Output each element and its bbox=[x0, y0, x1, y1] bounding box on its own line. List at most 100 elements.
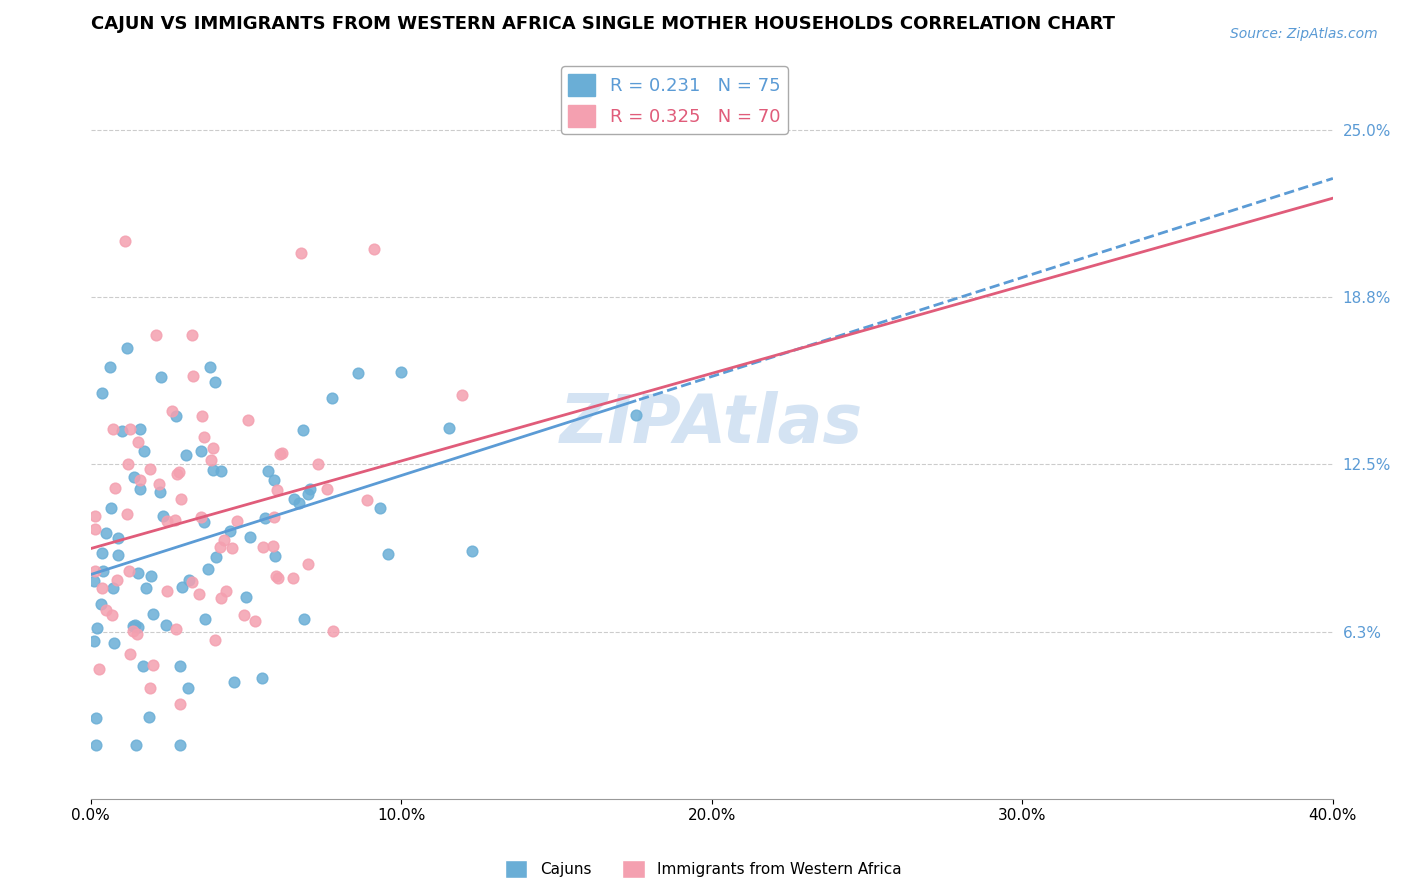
Point bbox=[165, 622, 187, 636]
Point bbox=[105, 573, 128, 587]
Point bbox=[91, 564, 114, 578]
Point bbox=[84, 738, 107, 752]
Point bbox=[156, 584, 179, 599]
Point bbox=[238, 530, 260, 544]
Text: Source: ZipAtlas.com: Source: ZipAtlas.com bbox=[1230, 27, 1378, 41]
Point bbox=[115, 507, 138, 521]
Point bbox=[91, 385, 114, 400]
Point bbox=[252, 671, 274, 685]
Point bbox=[356, 493, 378, 508]
Point bbox=[224, 675, 246, 690]
Point bbox=[101, 422, 124, 436]
Point bbox=[193, 515, 215, 529]
Point bbox=[180, 328, 202, 343]
Point bbox=[129, 482, 152, 496]
Point bbox=[98, 360, 121, 375]
Point bbox=[166, 467, 188, 481]
Point bbox=[174, 448, 197, 462]
Point bbox=[200, 453, 222, 467]
Point bbox=[169, 465, 191, 479]
Point bbox=[389, 365, 412, 379]
Point bbox=[170, 492, 193, 507]
Point bbox=[205, 549, 228, 564]
Point bbox=[191, 409, 214, 424]
Point bbox=[460, 544, 482, 558]
Point bbox=[101, 581, 124, 595]
Point bbox=[439, 421, 461, 435]
Point bbox=[181, 369, 204, 384]
Point bbox=[297, 558, 319, 572]
Point bbox=[262, 539, 284, 553]
Point bbox=[180, 574, 202, 589]
Point bbox=[172, 580, 194, 594]
Point bbox=[86, 622, 108, 636]
Point bbox=[322, 624, 344, 638]
Point bbox=[134, 581, 156, 595]
Point bbox=[264, 568, 287, 582]
Point bbox=[190, 509, 212, 524]
Point bbox=[114, 235, 136, 249]
Point bbox=[169, 697, 191, 711]
Point bbox=[451, 388, 474, 402]
Point bbox=[219, 524, 242, 538]
Point bbox=[163, 513, 186, 527]
Point bbox=[204, 376, 226, 390]
Point bbox=[138, 710, 160, 724]
Point bbox=[254, 511, 277, 525]
Point bbox=[125, 627, 148, 641]
Point bbox=[84, 508, 107, 523]
Point bbox=[208, 540, 231, 554]
Point bbox=[257, 464, 280, 478]
Point bbox=[165, 409, 187, 424]
Point bbox=[235, 591, 257, 605]
Point bbox=[347, 366, 370, 380]
Point bbox=[193, 430, 215, 444]
Point bbox=[94, 602, 117, 616]
Point bbox=[115, 342, 138, 356]
Point bbox=[263, 510, 285, 524]
Point bbox=[122, 624, 145, 638]
Point bbox=[169, 738, 191, 752]
Point bbox=[232, 608, 254, 623]
Point bbox=[122, 469, 145, 483]
Point bbox=[90, 581, 112, 595]
Point bbox=[84, 564, 107, 578]
Point bbox=[138, 681, 160, 696]
Point bbox=[122, 619, 145, 633]
Point bbox=[267, 571, 290, 585]
Point bbox=[290, 246, 312, 260]
Point bbox=[212, 533, 235, 547]
Point bbox=[363, 242, 385, 256]
Point bbox=[264, 549, 287, 563]
Point bbox=[111, 425, 134, 439]
Point bbox=[145, 327, 167, 342]
Point bbox=[221, 541, 243, 556]
Point bbox=[202, 441, 225, 455]
Point bbox=[125, 738, 148, 752]
Point bbox=[155, 618, 177, 632]
Point bbox=[298, 483, 321, 497]
Point bbox=[107, 532, 129, 546]
Point bbox=[104, 481, 127, 495]
Point bbox=[294, 612, 316, 626]
Point bbox=[252, 540, 274, 554]
Point bbox=[84, 711, 107, 725]
Point bbox=[100, 607, 122, 622]
Point bbox=[117, 564, 139, 578]
Point bbox=[201, 463, 224, 477]
Point bbox=[152, 508, 174, 523]
Point bbox=[225, 514, 247, 528]
Point bbox=[368, 501, 391, 516]
Point bbox=[141, 607, 163, 621]
Point bbox=[127, 620, 149, 634]
Point bbox=[287, 496, 309, 510]
Point bbox=[209, 464, 232, 478]
Point bbox=[197, 562, 219, 576]
Point bbox=[198, 359, 221, 374]
Point bbox=[179, 573, 201, 587]
Point bbox=[139, 462, 162, 476]
Point bbox=[120, 422, 142, 436]
Point bbox=[150, 370, 173, 384]
Point bbox=[215, 583, 238, 598]
Point bbox=[156, 514, 179, 528]
